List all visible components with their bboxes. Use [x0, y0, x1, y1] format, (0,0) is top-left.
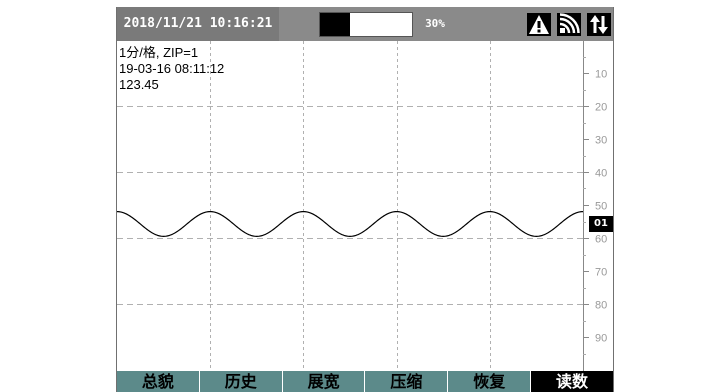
y-tick-label: 20 — [595, 102, 607, 114]
menu-item-1[interactable]: 总貌 — [117, 371, 199, 392]
datetime-display: 2018/11/21 10:16:21 — [117, 7, 279, 41]
recorder-screen: 2018/11/21 10:16:21 30% — [116, 7, 614, 392]
alarm-warning-icon — [527, 13, 551, 36]
y-tick-label: 80 — [595, 300, 607, 312]
usb-transfer-icon — [587, 13, 611, 36]
wireless-signal-icon — [557, 13, 581, 36]
trend-plot-area: 90 80 70 60 50 40 30 20 10 1分/格, ZIP=1 19-03-16 … — [117, 41, 613, 371]
channel-indicator: 01 — [589, 216, 613, 232]
y-tick-label: 30 — [595, 135, 607, 147]
time-scale-label: 1分/格, ZIP=1 — [119, 45, 199, 60]
menu-item-4[interactable]: 压缩 — [365, 371, 448, 392]
storage-progress-fill — [320, 13, 351, 36]
menu-item-5[interactable]: 恢复 — [448, 371, 531, 392]
y-tick-label: 40 — [595, 168, 607, 180]
y-tick-label: 50 — [595, 201, 607, 213]
menu-item-6[interactable]: 读数 — [531, 371, 613, 392]
trend-info: 1分/格, ZIP=1 19-03-16 08:11:12 123.45 — [119, 45, 224, 93]
trend-curve-series-1 — [117, 210, 584, 237]
menu-item-3[interactable]: 展宽 — [282, 371, 365, 392]
y-tick-label: 70 — [595, 267, 607, 279]
function-menu: 总貌 历史 展宽 压缩 恢复 读数 — [117, 371, 613, 392]
cursor-timestamp: 19-03-16 08:11:12 — [119, 61, 225, 76]
storage-progress-bar — [319, 12, 413, 37]
cursor-value: 123.45 — [119, 77, 159, 92]
trend-chart: 90 80 70 60 50 40 30 20 10 — [117, 41, 607, 371]
storage-percent: 30% — [425, 17, 445, 30]
menu-item-2[interactable]: 历史 — [199, 371, 282, 392]
y-tick-label: 90 — [595, 333, 607, 345]
y-tick-label: 60 — [595, 234, 607, 246]
y-tick-label: 10 — [595, 69, 607, 81]
status-bar: 2018/11/21 10:16:21 30% — [117, 7, 613, 41]
